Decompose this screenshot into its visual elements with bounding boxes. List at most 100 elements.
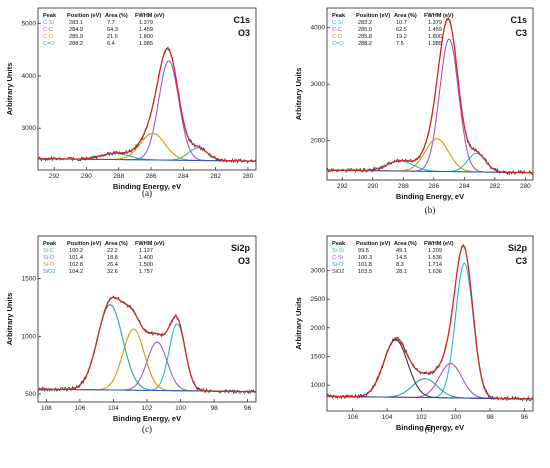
y-axis-label: Arbitrary Units (294, 68, 303, 121)
x-tick-label: 282 (489, 183, 500, 190)
plot-frame (37, 7, 257, 171)
legend-area: 7.7 (107, 20, 115, 26)
legend-header: Peak (43, 241, 57, 247)
spectrum-title: C1s (233, 15, 250, 25)
legend-peak-name: Si-O (43, 255, 55, 261)
legend-peak-name: Si-C (43, 248, 54, 254)
legend-fwhm: 1.127 (139, 248, 153, 254)
sample-label: O3 (238, 256, 250, 266)
raw-data-line (37, 46, 257, 164)
x-tick-label: 284 (459, 183, 470, 190)
legend-header: Position (eV) (67, 241, 101, 247)
x-tick-label: 104 (108, 405, 119, 412)
legend-header: Area (%) (394, 241, 417, 247)
panel-caption: (c) (142, 424, 152, 434)
legend-area: 62.5 (396, 27, 407, 33)
legend-fwhm: 1.985 (428, 41, 442, 47)
y-tick-label: 1500 (311, 353, 326, 360)
legend-area: 18.8 (107, 255, 118, 261)
legend-peak-name: Si-Si (332, 248, 344, 254)
peak-curve-c-c (327, 38, 533, 174)
y-tick-label: 1000 (311, 382, 326, 389)
legend-fwhm: 1.636 (428, 269, 442, 275)
sample-label: C3 (515, 256, 527, 266)
spectrum-title: C1s (510, 15, 527, 25)
chart-panel-1: 292 290 288 286 284 282 280 3000 4000 5000 Binding… (5, 7, 257, 198)
x-tick-label: 108 (41, 405, 52, 412)
x-tick-label: 96 (244, 405, 252, 412)
legend-fwhm: 1.536 (428, 255, 442, 261)
x-tick-label: 292 (337, 183, 348, 190)
legend-fwhm: 1.714 (428, 262, 442, 268)
legend-area: 6.4 (107, 41, 115, 47)
x-tick-label: 98 (486, 414, 494, 421)
legend-header: FWHM (eV) (135, 241, 165, 247)
legend-area: 7.5 (396, 41, 404, 47)
legend-fwhm: 1.459 (428, 27, 442, 33)
x-tick-label: 290 (81, 173, 92, 180)
peak-curve-si-si (327, 262, 534, 400)
legend-header: Peak (332, 241, 346, 247)
legend-position: 283.2 (358, 20, 372, 26)
legend-area: 32.6 (107, 269, 118, 275)
legend-peak-name: C-O (332, 34, 343, 40)
legend-position: 103.5 (358, 269, 372, 275)
x-tick-label: 290 (367, 183, 378, 190)
x-tick-label: 100 (175, 405, 186, 412)
x-tick-label: 102 (416, 414, 427, 421)
sample-label: O3 (238, 28, 250, 38)
x-tick-label: 288 (398, 183, 409, 190)
x-tick-label: 282 (210, 173, 221, 180)
legend-area: 19.2 (396, 34, 407, 40)
y-tick-label: 4000 (22, 73, 37, 80)
legend-fwhm: 1.209 (428, 248, 442, 254)
x-tick-label: 96 (521, 414, 529, 421)
legend-fwhm: 1.800 (139, 34, 153, 40)
envelope-fit-line (327, 245, 534, 400)
spectrum-title: Si2p (508, 243, 528, 253)
legend-header: Position (eV) (356, 241, 390, 247)
legend-table: Peak Position (eV) Area (%) FWHM (eV) C-Si 28… (43, 13, 165, 47)
legend-fwhm: 1.379 (139, 20, 153, 26)
envelope-fit-line (327, 18, 533, 174)
x-tick-label: 102 (142, 405, 153, 412)
legend-position: 100.3 (358, 255, 372, 261)
legend-position: 100.2 (69, 248, 83, 254)
legend-area: 64.3 (107, 27, 118, 33)
legend-area: 21.6 (107, 34, 118, 40)
spectrum-title: Si2p (231, 243, 251, 253)
x-axis-label: Binding Energy, eV (113, 414, 181, 423)
legend-peak-name: C-Si (332, 20, 343, 26)
y-tick-label: 4000 (311, 25, 326, 32)
legend-peak-name: SiO2 (332, 269, 344, 275)
y-axis-label: Arbitrary Units (294, 297, 303, 350)
legend-position: 288.2 (69, 41, 83, 47)
legend-fwhm: 1.985 (139, 41, 153, 47)
legend-peak-name: C-Si (332, 255, 343, 261)
legend-header: FWHM (eV) (424, 241, 454, 247)
legend-fwhm: 1.500 (139, 262, 153, 268)
legend-area: 22.2 (107, 248, 118, 254)
peak-curve-si-o (38, 341, 256, 393)
legend-position: 104.2 (69, 269, 83, 275)
legend-area: 10.7 (396, 20, 407, 26)
x-tick-label: 284 (178, 173, 189, 180)
panel-caption: (b) (425, 205, 436, 215)
legend-peak-name: Si-O (43, 262, 55, 268)
panel-caption: (d) (425, 424, 436, 434)
x-tick-label: 98 (210, 405, 218, 412)
peak-curve-c-c (38, 60, 256, 162)
x-tick-label: 280 (242, 173, 253, 180)
chart-panel-4: 106 104 102 100 98 96 1000 1500 2000 2500 3000 Bind… (294, 235, 534, 434)
legend-peak-name: SiO2 (43, 269, 55, 275)
legend-peak-name: C-Si (43, 20, 54, 26)
raw-data-line (37, 295, 257, 395)
legend-header: Position (eV) (356, 13, 390, 19)
legend-area: 8.3 (396, 262, 404, 268)
legend-table: Peak Position (eV) Area (%) FWHM (eV) Si-Si 9… (332, 241, 454, 275)
legend-peak-name: Si-O (332, 262, 344, 268)
peak-curve-sio2 (38, 304, 256, 393)
y-tick-label: 2000 (311, 325, 326, 332)
legend-position: 101.4 (69, 255, 83, 261)
legend-position: 284.9 (69, 27, 83, 33)
